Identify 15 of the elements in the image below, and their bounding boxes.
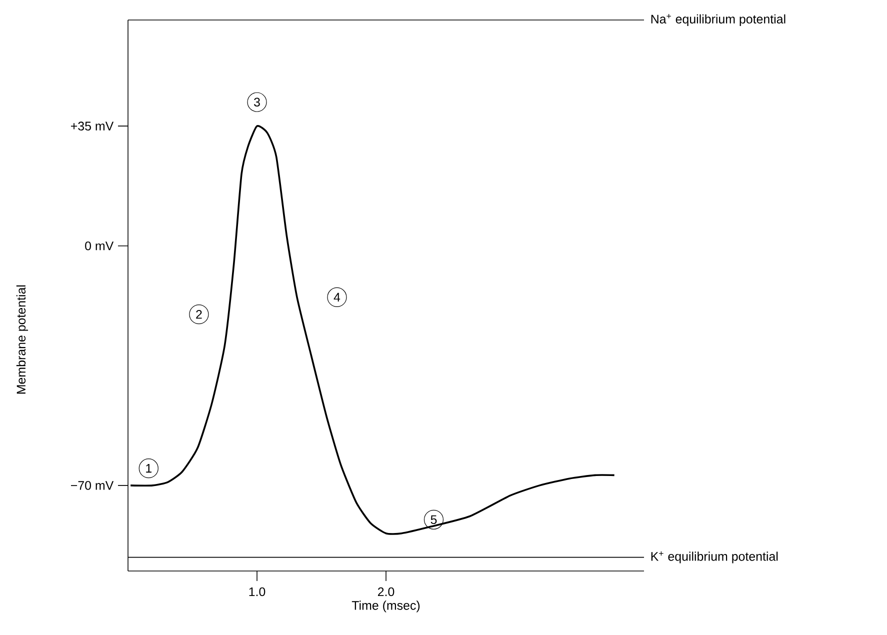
y-tick-label: +35 mV [70, 122, 114, 130]
y-tick-label: 0 mV [85, 241, 114, 250]
annotation: 3 [254, 98, 260, 107]
line-series [130, 125, 616, 535]
x-axis-title: Time (msec) [352, 600, 420, 612]
y-axis-title: Membrane potential [16, 285, 28, 394]
annotation: 5 [430, 515, 437, 524]
annotation: 4 [334, 292, 340, 302]
ref-line-label: Na$^{+}$ equilibrium potential [651, 14, 786, 26]
annotation: 1 [146, 464, 152, 473]
annotation: 2 [196, 310, 202, 319]
x-tick-label: 1.0 [249, 587, 266, 596]
x-tick-label: 2.0 [378, 587, 394, 596]
y-tick-label: −70 mV [70, 481, 114, 490]
ref-line-label: K$^{+}$ equilibrium potential [651, 551, 778, 564]
